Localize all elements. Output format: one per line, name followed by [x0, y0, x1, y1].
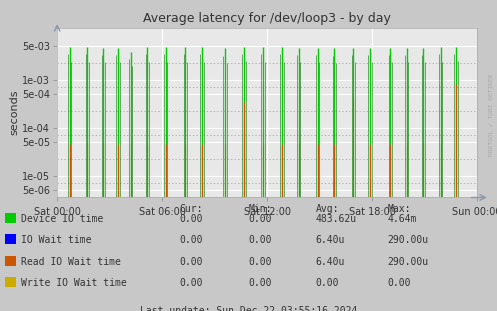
Text: Write IO Wait time: Write IO Wait time — [21, 278, 127, 288]
Text: RRDTOOL / TOBI OETIKER: RRDTOOL / TOBI OETIKER — [489, 74, 494, 156]
Text: Cur:: Cur: — [179, 204, 202, 214]
Text: 4.64m: 4.64m — [388, 214, 417, 224]
Text: IO Wait time: IO Wait time — [21, 235, 91, 245]
Text: 0.00: 0.00 — [179, 214, 202, 224]
Text: 0.00: 0.00 — [179, 278, 202, 288]
Title: Average latency for /dev/loop3 - by day: Average latency for /dev/loop3 - by day — [143, 12, 391, 26]
Text: Avg:: Avg: — [316, 204, 339, 214]
Text: Last update: Sun Dec 22 03:55:16 2024: Last update: Sun Dec 22 03:55:16 2024 — [140, 306, 357, 311]
Text: Device IO time: Device IO time — [21, 214, 103, 224]
Text: 0.00: 0.00 — [248, 257, 272, 267]
Text: Min:: Min: — [248, 204, 272, 214]
Text: 0.00: 0.00 — [388, 278, 411, 288]
Text: 0.00: 0.00 — [179, 257, 202, 267]
Text: 0.00: 0.00 — [316, 278, 339, 288]
Text: Max:: Max: — [388, 204, 411, 214]
Text: 6.40u: 6.40u — [316, 257, 345, 267]
Text: 6.40u: 6.40u — [316, 235, 345, 245]
Text: 0.00: 0.00 — [248, 214, 272, 224]
Text: Read IO Wait time: Read IO Wait time — [21, 257, 121, 267]
Text: 0.00: 0.00 — [248, 235, 272, 245]
Text: 0.00: 0.00 — [248, 278, 272, 288]
Text: 0.00: 0.00 — [179, 235, 202, 245]
Y-axis label: seconds: seconds — [9, 90, 19, 136]
Text: 483.62u: 483.62u — [316, 214, 357, 224]
Text: 290.00u: 290.00u — [388, 257, 429, 267]
Text: 290.00u: 290.00u — [388, 235, 429, 245]
